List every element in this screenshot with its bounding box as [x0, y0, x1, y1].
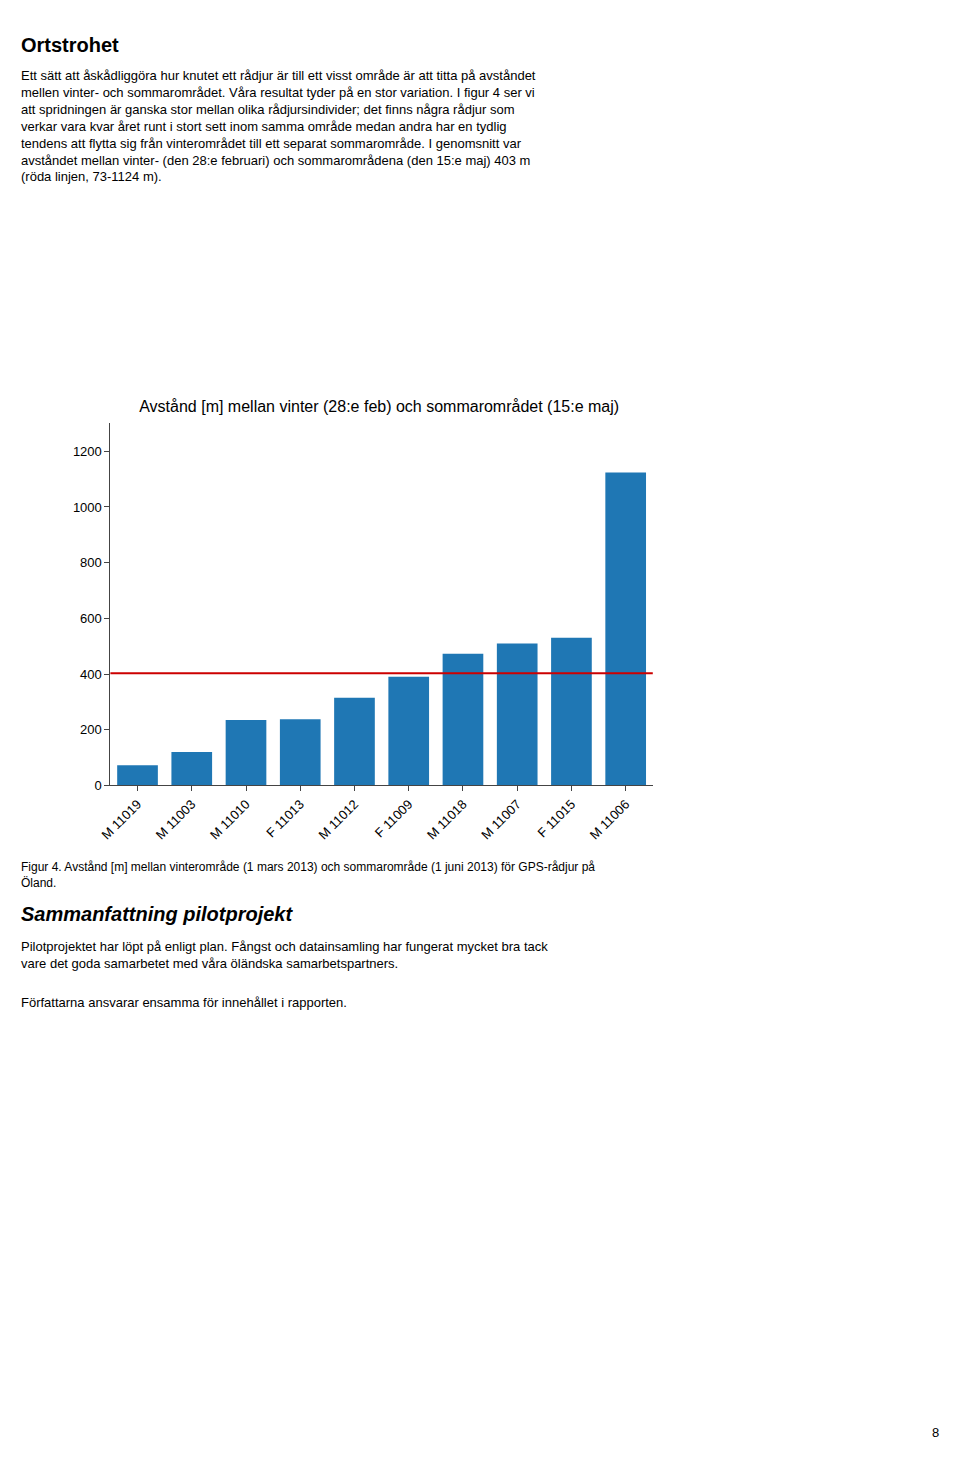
svg-text:Ett sätt att åskådliggöra hur: Ett sätt att åskådliggöra hur knutet ett… — [21, 68, 536, 184]
svg-text:M 11003: M 11003 — [153, 797, 199, 843]
svg-text:Figur 4. Avstånd [m] mellan vi: Figur 4. Avstånd [m] mellan vinterområde… — [21, 860, 595, 890]
svg-text:600: 600 — [80, 611, 102, 626]
svg-text:400: 400 — [80, 667, 102, 682]
svg-text:Avstånd [m] mellan vinter (28:: Avstånd [m] mellan vinter (28:e feb) och… — [139, 398, 619, 415]
svg-text:0: 0 — [95, 778, 102, 793]
svg-text:M 11012: M 11012 — [315, 797, 361, 843]
svg-text:Pilotprojektet har löpt på enl: Pilotprojektet har löpt på enligt plan. … — [21, 939, 548, 971]
svg-text:Författarna ansvarar ensamma f: Författarna ansvarar ensamma för innehål… — [21, 995, 347, 1010]
svg-text:8: 8 — [932, 1425, 939, 1440]
svg-text:Ortstrohet: Ortstrohet — [21, 34, 119, 56]
svg-text:200: 200 — [80, 722, 102, 737]
svg-text:M 11007: M 11007 — [478, 797, 524, 843]
svg-text:M 11019: M 11019 — [99, 797, 145, 843]
svg-text:Sammanfattning pilotprojekt: Sammanfattning pilotprojekt — [21, 903, 293, 925]
svg-text:M 11006: M 11006 — [587, 797, 633, 843]
svg-text:F 11015: F 11015 — [534, 797, 578, 841]
svg-text:F 11009: F 11009 — [372, 797, 416, 841]
svg-text:800: 800 — [80, 555, 102, 570]
svg-text:1200: 1200 — [73, 444, 102, 459]
svg-text:M 11018: M 11018 — [424, 797, 470, 843]
svg-text:F 11013: F 11013 — [263, 797, 307, 841]
svg-text:M 11010: M 11010 — [207, 797, 253, 843]
svg-text:1000: 1000 — [73, 500, 102, 515]
